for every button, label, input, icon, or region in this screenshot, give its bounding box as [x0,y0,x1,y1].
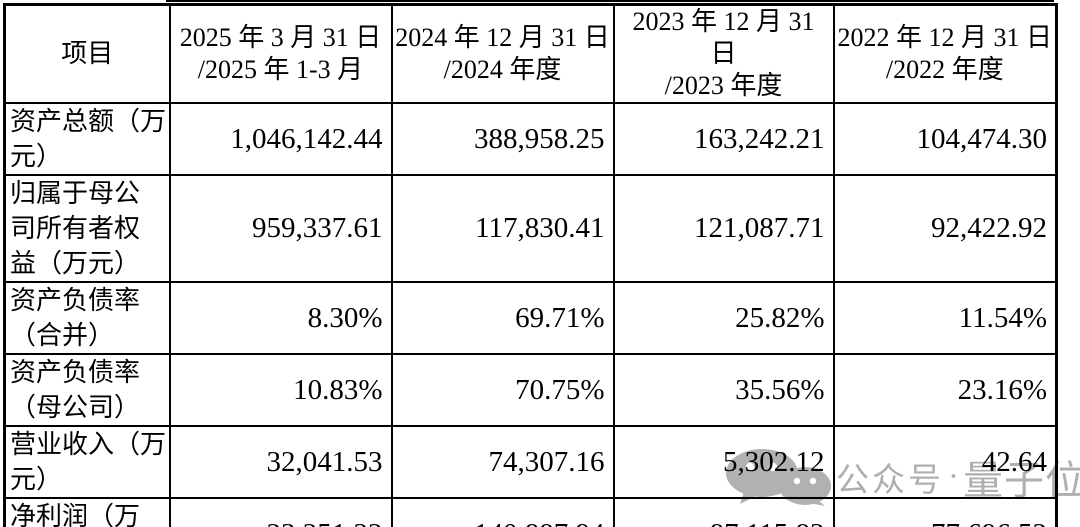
row-label: 资产负债率 （合并） [3,281,171,355]
column-header-period-2025: 2025 年 3 月 31 日 /2025 年 1-3 月 [168,3,393,104]
column-header-period-2024: 2024 年 12 月 31 日 /2024 年度 [390,3,615,104]
row-label: 归属于母公 司所有者权 益（万元） [3,174,171,283]
cell-value: 70.75% [390,353,615,427]
cell-value: -23,251.22 [168,497,393,527]
cell-value: 69.71% [390,281,615,355]
cell-value: 388,958.25 [390,102,615,176]
cell-value: 42.64 [832,425,1058,499]
cell-value: -140,887.94 [390,497,615,527]
cell-value: 35.56% [612,353,835,427]
cell-value: 92,422.92 [832,174,1058,283]
cell-value: 121,087.71 [612,174,835,283]
row-label: 营业收入（万 元） [3,425,171,499]
cell-value: 11.54% [832,281,1058,355]
top-border-artifact [166,0,1054,2]
row-label: 资产总额（万 元） [3,102,171,176]
cell-value: 8.30% [168,281,393,355]
cell-value: 163,242.21 [612,102,835,176]
cell-value: -77,696.52 [832,497,1058,527]
table-row-debt-ratio-consolidated: 资产负债率 （合并） 8.30% 69.71% 25.82% 11.54% [3,281,1058,355]
row-label: 净利润（万 元） [3,497,171,527]
cell-value: 25.82% [612,281,835,355]
table-row-net-profit: 净利润（万 元） -23,251.22 -140,887.94 -87,115.… [3,497,1058,527]
table-row-parent-equity: 归属于母公 司所有者权 益（万元） 959,337.61 117,830.41 … [3,174,1058,283]
cell-value: 117,830.41 [390,174,615,283]
column-header-period-2023: 2023 年 12 月 31 日 /2023 年度 [612,3,835,104]
financial-summary-table: 项目 2025 年 3 月 31 日 /2025 年 1-3 月 2024 年 … [3,3,1058,527]
cell-value: 959,337.61 [168,174,393,283]
cell-value: 23.16% [832,353,1058,427]
header-row: 项目 2025 年 3 月 31 日 /2025 年 1-3 月 2024 年 … [3,3,1058,104]
column-header-item: 项目 [3,3,171,104]
cell-value: 104,474.30 [832,102,1058,176]
column-header-period-2022: 2022 年 12 月 31 日 /2022 年度 [832,3,1058,104]
row-label: 资产负债率 （母公司） [3,353,171,427]
cell-value: 1,046,142.44 [168,102,393,176]
cell-value: 32,041.53 [168,425,393,499]
cell-value: 10.83% [168,353,393,427]
table-row-operating-revenue: 营业收入（万 元） 32,041.53 74,307.16 5,302.12 4… [3,425,1058,499]
cell-value: -87,115.82 [612,497,835,527]
cell-value: 74,307.16 [390,425,615,499]
table-row-debt-ratio-parent: 资产负债率 （母公司） 10.83% 70.75% 35.56% 23.16% [3,353,1058,427]
cell-value: 5,302.12 [612,425,835,499]
table-row-total-assets: 资产总额（万 元） 1,046,142.44 388,958.25 163,24… [3,102,1058,176]
